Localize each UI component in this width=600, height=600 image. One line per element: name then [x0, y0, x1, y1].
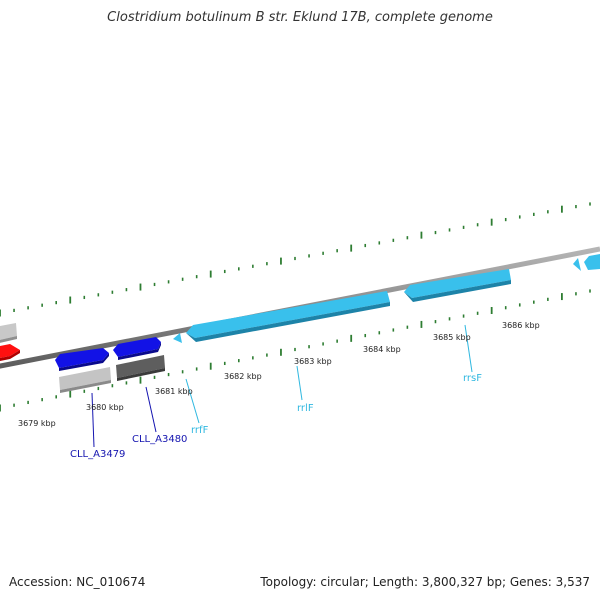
gene-rrff[interactable]: [173, 333, 182, 343]
feature-gray-light-shadow: [60, 380, 111, 393]
tick-label: 3681 kbp: [155, 387, 193, 396]
tick-label: 3685 kbp: [433, 333, 471, 342]
gene-label-rrff[interactable]: rrfF: [191, 425, 209, 436]
gene-rrsf-shadow: [404, 280, 511, 302]
feature-gray-dark[interactable]: [116, 355, 165, 378]
map-title: Clostridium botulinum B str. Eklund 17B,…: [107, 10, 493, 25]
tick-row-upper: [0, 202, 591, 317]
gene-cll-a3479-shadow: [59, 353, 109, 371]
genome-summary-text: Topology: circular; Length: 3,800,327 bp…: [260, 575, 590, 589]
gene-cll-a3480[interactable]: [113, 337, 161, 357]
tick-label: 3680 kbp: [86, 403, 124, 412]
tick-labels: 3679 kbp 3680 kbp 3681 kbp 3682 kbp 3683…: [18, 321, 540, 428]
tick-row-lower: [0, 289, 591, 412]
gene-rrlf-shadow: [186, 302, 390, 342]
tick-label: 3682 kbp: [224, 372, 262, 381]
feature-gray-dark-shadow: [117, 368, 165, 381]
gene-label-rrsf[interactable]: rrsF: [463, 373, 482, 384]
gene-rna-edge[interactable]: [584, 254, 600, 270]
gene-label-leaders: [91, 324, 473, 448]
gene-cll-a3480-shadow: [118, 342, 161, 360]
feature-gray-light[interactable]: [59, 367, 111, 390]
gene-labels: CLL_A3479 CLL_A3480 rrfF rrlF rrsF: [70, 373, 482, 460]
feature-gray-light-left[interactable]: [0, 323, 17, 341]
gene-label-rrlf[interactable]: rrlF: [297, 403, 314, 414]
accession-text: Accession: NC_010674: [9, 575, 146, 589]
gene-rna-edge-small[interactable]: [573, 258, 581, 271]
feature-track: [0, 254, 600, 393]
gene-rrlf[interactable]: [186, 291, 390, 338]
gene-cll-a3479[interactable]: [55, 348, 109, 368]
feature-red-shadow: [0, 350, 20, 361]
feature-red[interactable]: [0, 344, 20, 359]
tick-label: 3679 kbp: [18, 419, 56, 428]
feature-gray-light-left-shadow: [0, 336, 17, 343]
gene-rrsf[interactable]: [404, 269, 511, 298]
tick-label: 3683 kbp: [294, 357, 332, 366]
tick-label: 3684 kbp: [363, 345, 401, 354]
gene-label-cll-a3479[interactable]: CLL_A3479: [70, 449, 125, 460]
tick-label: 3686 kbp: [502, 321, 540, 330]
gene-label-cll-a3480[interactable]: CLL_A3480: [132, 434, 187, 445]
